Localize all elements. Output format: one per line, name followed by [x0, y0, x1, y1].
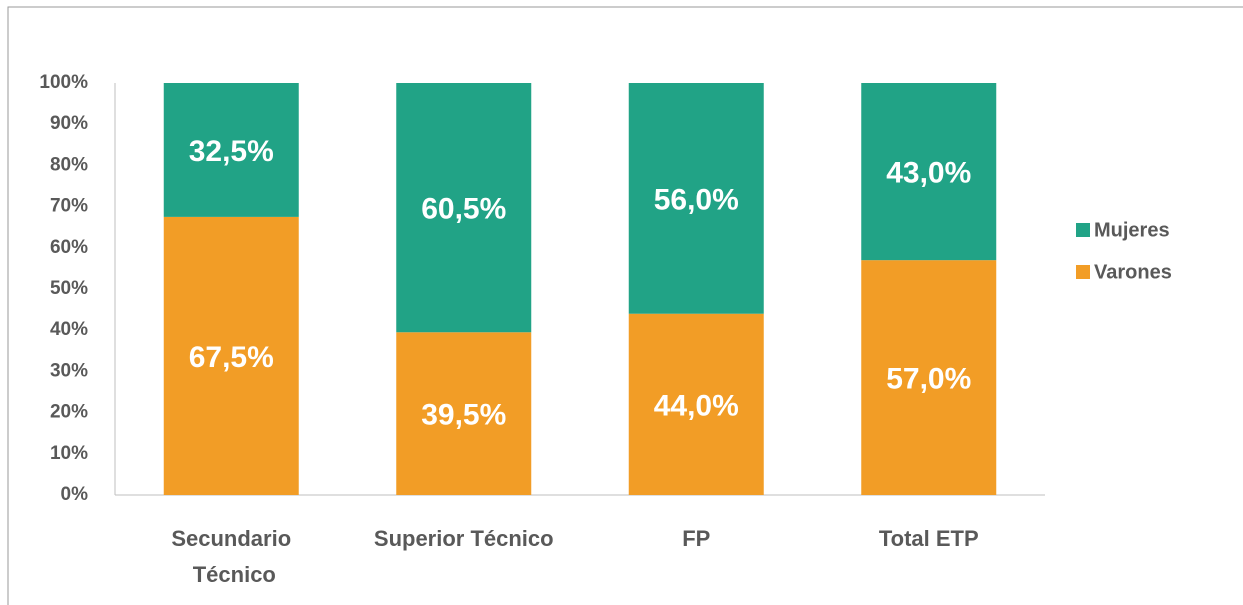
bar-segment — [628, 83, 764, 314]
legend-swatch — [1076, 265, 1090, 279]
data-label: 67,5% — [189, 341, 274, 374]
legend-label: Mujeres — [1094, 219, 1170, 241]
y-tick-label: 60% — [50, 237, 88, 258]
bar-segment — [396, 83, 532, 333]
data-label: 32,5% — [189, 135, 274, 168]
y-tick-label: 20% — [50, 402, 88, 423]
data-label: 60,5% — [421, 193, 506, 226]
y-tick-label: 100% — [39, 72, 88, 93]
data-label: 39,5% — [421, 399, 506, 432]
bar-segment — [861, 260, 997, 495]
bar-segment — [163, 216, 299, 495]
bar-segment — [396, 332, 532, 495]
x-tick-label: FP — [682, 526, 710, 551]
y-tick-label: 50% — [50, 278, 88, 299]
x-tick-label: Superior Técnico — [374, 526, 554, 551]
legend-swatch — [1076, 223, 1090, 237]
y-tick-label: 40% — [50, 319, 88, 340]
data-label: 57,0% — [886, 363, 971, 396]
data-label: 43,0% — [886, 157, 971, 190]
y-tick-label: 10% — [50, 443, 88, 464]
bar-segment — [628, 313, 764, 495]
x-tick-label: Secundario Técnico — [171, 526, 291, 587]
data-label: 44,0% — [654, 389, 739, 422]
y-tick-label: 0% — [61, 484, 89, 505]
y-tick-label: 70% — [50, 196, 88, 217]
legend-label: Varones — [1094, 261, 1172, 283]
bar-segment — [861, 83, 997, 261]
bar-segment — [163, 83, 299, 217]
y-tick-label: 90% — [50, 113, 88, 134]
x-tick-label: Total ETP — [879, 526, 979, 551]
y-tick-label: 80% — [50, 154, 88, 175]
data-label: 56,0% — [654, 183, 739, 216]
y-tick-label: 30% — [50, 360, 88, 381]
